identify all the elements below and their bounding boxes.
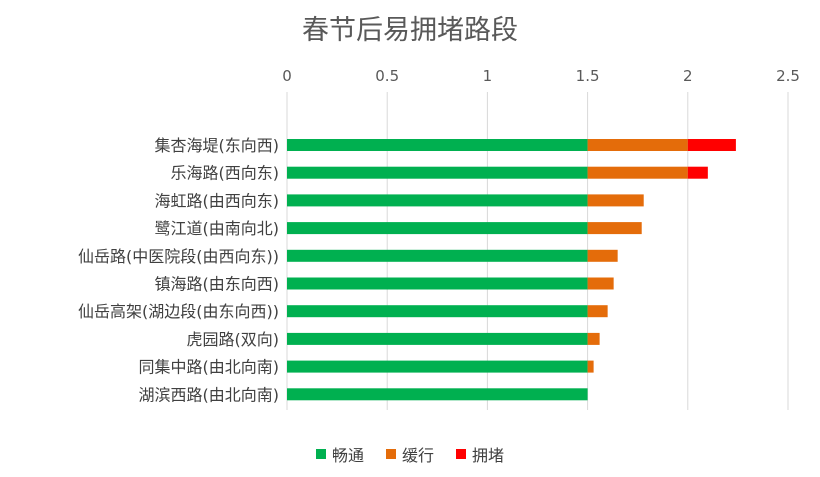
legend-label: 缓行	[401, 446, 434, 465]
legend-item-smooth: 畅通	[315, 442, 364, 466]
x-tick-label: 0	[282, 67, 292, 85]
bar-slow	[587, 360, 594, 373]
bar-smooth	[287, 332, 588, 345]
chart-title: 春节后易拥堵路段	[302, 15, 518, 46]
x-tick-label: 2.5	[776, 67, 800, 85]
x-tick-label: 1.5	[576, 67, 600, 85]
bar-smooth	[287, 305, 588, 318]
category-label: 湖滨西路(由北向南)	[139, 385, 280, 404]
bar-smooth	[287, 139, 588, 151]
legend-swatch	[385, 449, 396, 459]
legend-item-jam: 拥堵	[456, 442, 504, 466]
bar-slow	[587, 194, 644, 207]
bar-slow	[587, 222, 642, 235]
category-label: 镇海路(由东向西)	[155, 275, 280, 294]
category-label: 仙岳高架(湖边段(由东向西))	[78, 302, 279, 321]
x-tick-label: 0.5	[375, 67, 399, 85]
bar-smooth	[287, 194, 588, 207]
legend-item-slow: 缓行	[385, 442, 434, 466]
bar-slow	[587, 166, 688, 179]
legend: 畅通 缓行 拥堵	[0, 442, 820, 466]
category-label: 仙岳路(中医院段(由西向东))	[78, 247, 279, 266]
bar-smooth	[287, 222, 588, 235]
legend-label: 拥堵	[472, 446, 505, 465]
category-label: 同集中路(由北向南)	[139, 358, 280, 377]
x-tick-label: 1	[483, 67, 493, 85]
bar-slow	[587, 249, 618, 262]
category-label: 虎园路(双向)	[187, 330, 280, 349]
bar-smooth	[287, 166, 588, 179]
category-label: 乐海路(西向东)	[171, 164, 280, 183]
bar-slow	[587, 277, 614, 290]
bar-smooth	[287, 277, 588, 290]
category-label: 海虹路(由西向东)	[155, 191, 280, 210]
category-label: 鹭江道(由南向北)	[155, 219, 280, 238]
bar-smooth	[287, 249, 588, 262]
legend-label: 畅通	[331, 446, 364, 465]
bar-jam	[687, 139, 736, 151]
bar-jam	[687, 166, 708, 179]
legend-swatch	[456, 449, 466, 459]
bar-smooth	[287, 388, 588, 401]
bar-slow	[587, 305, 608, 318]
category-label: 集杏海堤(东向西)	[155, 136, 280, 155]
bar-slow	[587, 139, 688, 151]
bar-slow	[587, 332, 600, 345]
bar-smooth	[287, 360, 588, 373]
x-tick-label: 2	[683, 67, 693, 85]
legend-swatch	[315, 449, 326, 459]
